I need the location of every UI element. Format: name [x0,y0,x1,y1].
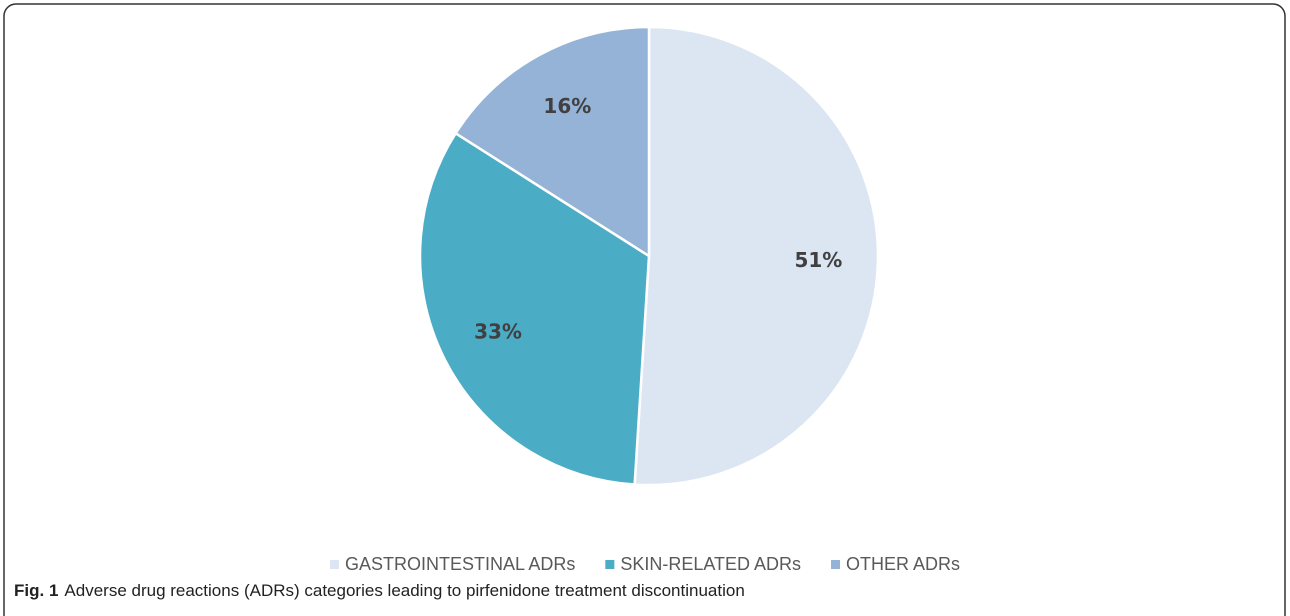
data-label: 16% [543,94,591,118]
legend-swatch [329,560,339,569]
data-label: 51% [794,248,842,272]
pie-slice [633,25,880,487]
frame [3,3,1286,616]
legend-swatch [831,560,841,569]
caption: Fig. 1 Adverse drug reactions (ADRs) cate… [14,581,745,600]
legend-label: SKIN-RELATED ADRs [620,554,801,574]
legend-swatch [605,560,615,569]
legend-label: GASTROINTESTINAL ADRs [345,554,575,574]
pie-slice [453,25,651,259]
legend-label: OTHER ADRs [846,554,960,574]
caption-text: Adverse drug reactions (ADRs) categories… [64,581,744,600]
data-label: 33% [474,319,522,343]
caption-label: Fig. 1 [14,581,58,600]
